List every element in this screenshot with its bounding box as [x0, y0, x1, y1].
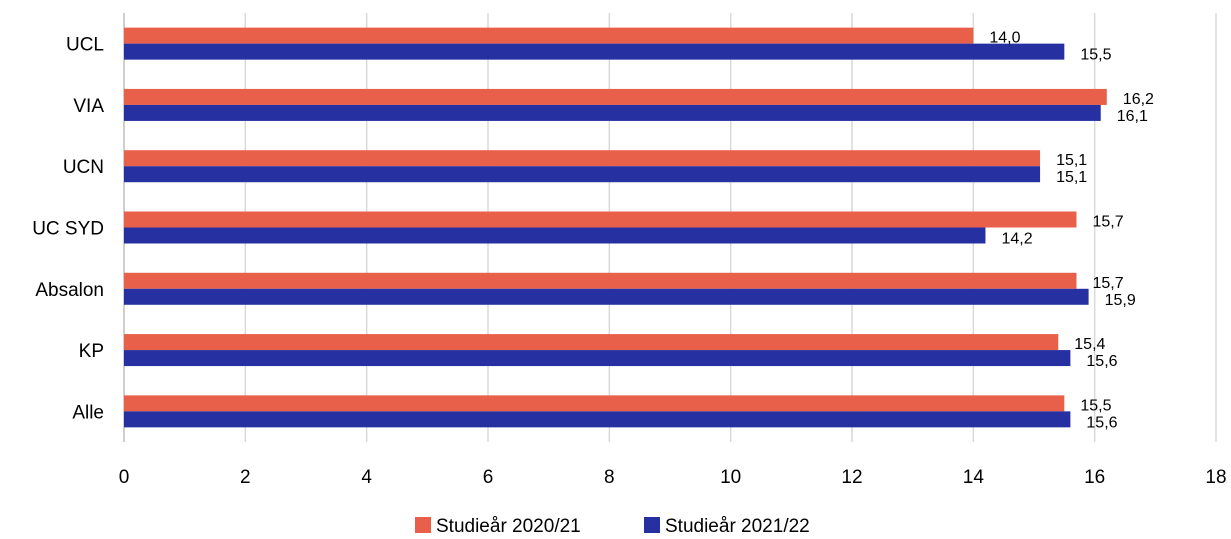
x-tick-label: 16	[1084, 467, 1105, 488]
bar-2021-22	[124, 288, 1089, 305]
x-tick-label: 10	[720, 467, 741, 488]
data-label: 15,5	[1080, 397, 1111, 414]
x-tick-labels: 0 2 4 6 8 10 12 14 16 18	[119, 467, 1227, 488]
x-tick-label: 14	[963, 467, 985, 488]
bar-2021-22	[124, 411, 1071, 428]
data-label: 15,9	[1105, 292, 1136, 309]
bar-2020-21	[124, 88, 1107, 105]
data-label: 16,2	[1123, 91, 1154, 108]
data-label: 15,7	[1092, 214, 1123, 231]
bar-2020-21	[124, 27, 974, 44]
category-label: KP	[79, 341, 104, 362]
data-label: 15,7	[1092, 275, 1123, 292]
category-labels: UCL VIA UCN UC SYD Absalon KP Alle	[32, 35, 104, 424]
data-label: 15,1	[1056, 152, 1087, 169]
bar-2020-21	[124, 334, 1059, 351]
x-tick-label: 8	[604, 467, 615, 488]
category-label: UCN	[63, 157, 104, 178]
legend-swatch	[415, 517, 431, 533]
legend: Studieår 2020/21 Studieår 2021/22	[415, 516, 810, 537]
x-tick-label: 6	[483, 467, 494, 488]
bar-2020-21	[124, 395, 1065, 412]
bar-2021-22	[124, 227, 986, 244]
bar-2020-21	[124, 150, 1041, 167]
category-label: Absalon	[35, 280, 104, 301]
data-label: 15,4	[1074, 336, 1105, 353]
category-label: UCL	[66, 35, 104, 56]
legend-label: Studieår 2021/22	[665, 516, 810, 537]
data-label: 14,0	[989, 30, 1020, 47]
data-label: 15,1	[1056, 169, 1087, 186]
data-label: 15,6	[1086, 414, 1117, 431]
x-tick-label: 0	[119, 467, 130, 488]
x-tick-label: 18	[1205, 467, 1226, 488]
legend-swatch	[644, 517, 660, 533]
data-labels: 14,015,516,216,115,115,115,714,215,715,9…	[989, 30, 1154, 432]
category-label: UC SYD	[32, 219, 104, 240]
x-tick-label: 12	[841, 467, 862, 488]
x-tick-label: 4	[361, 467, 372, 488]
data-label: 15,5	[1080, 47, 1111, 64]
bar-2021-22	[124, 166, 1041, 183]
x-tick-label: 2	[240, 467, 251, 488]
bar-2021-22	[124, 104, 1101, 121]
data-label: 16,1	[1117, 108, 1148, 125]
legend-label: Studieår 2020/21	[436, 516, 581, 537]
bars	[124, 27, 1107, 428]
data-label: 14,2	[1001, 231, 1032, 248]
data-label: 15,6	[1086, 353, 1117, 370]
category-label: Alle	[72, 402, 104, 423]
bar-2020-21	[124, 272, 1077, 289]
bar-2021-22	[124, 350, 1071, 367]
bar-2020-21	[124, 211, 1077, 228]
category-label: VIA	[73, 96, 104, 117]
bar-2021-22	[124, 43, 1065, 60]
